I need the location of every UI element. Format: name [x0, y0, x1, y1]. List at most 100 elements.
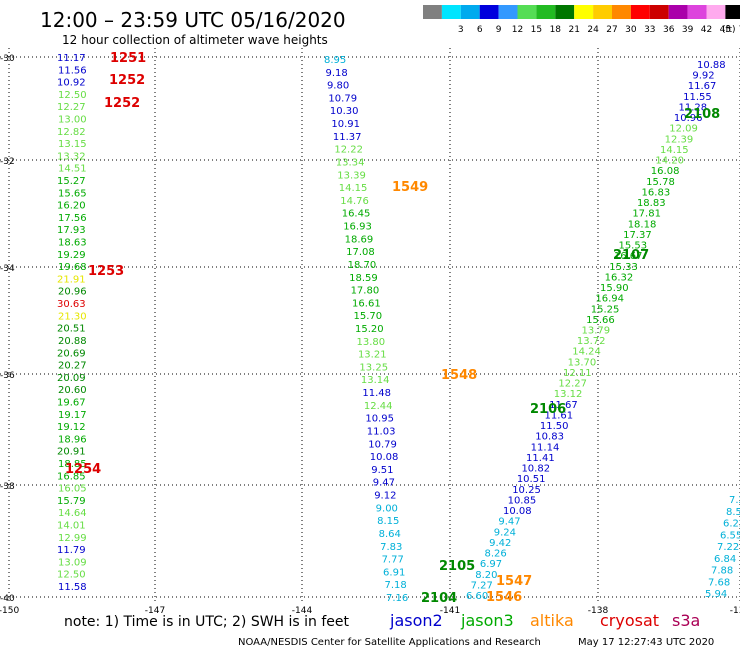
wave-height-reading: 16.94: [595, 294, 624, 305]
pass-number-label: 2104: [421, 591, 457, 606]
colorbar-tick-label: 9: [496, 25, 502, 35]
wave-height-reading: 14.15: [660, 145, 689, 156]
longitude-label: -150: [0, 606, 19, 616]
wave-height-reading: 14.15: [339, 183, 368, 194]
wave-height-reading: 18.63: [58, 238, 87, 249]
colorbar-swatch: [555, 5, 575, 19]
longitude-label: -144: [292, 606, 313, 616]
wave-height-reading: 10.88: [697, 60, 726, 71]
satellite-name: jason3: [460, 611, 514, 630]
wave-height-reading: 13.14: [361, 375, 390, 386]
wave-height-reading: 8.64: [379, 529, 401, 540]
longitude-label: -141: [440, 606, 460, 616]
wave-height-reading: 6.22: [723, 519, 740, 530]
wave-height-reading: 12.44: [364, 401, 393, 412]
wave-height-reading: 15.70: [354, 311, 383, 322]
wave-height-reading: 17.81: [632, 209, 661, 220]
wave-height-reading: 12.82: [57, 127, 86, 138]
colorbar-swatch: [536, 5, 556, 19]
pass-number-label: 1548: [441, 368, 477, 383]
colorbar-swatch: [687, 5, 707, 19]
map-title: 12:00 – 23:59 UTC 05/16/2020: [40, 8, 346, 32]
wave-height-reading: 11.67: [549, 400, 578, 411]
wave-height-reading: 11.50: [540, 421, 569, 432]
wave-height-reading: 12.50: [58, 90, 87, 101]
satellite-legend: jason2 jason3 altika cryosat s3a: [389, 611, 700, 630]
wave-height-reading: 11.67: [688, 81, 717, 92]
lat-lon-grid: -30 -32 -34 -36 -38 -40 -150 -147 -144 -141 -138 -1…: [0, 48, 740, 616]
colorbar-tick-label: 70: [739, 25, 740, 35]
wave-height-reading: 11.28: [679, 102, 708, 113]
wave-height-reading: 18.83: [637, 198, 666, 209]
wave-height-reading: 20.88: [58, 336, 87, 347]
colorbar-tick-label: 30: [625, 25, 637, 35]
wave-height-reading: 12.22: [334, 145, 363, 156]
wave-height-reading: 11.14: [531, 442, 560, 453]
wave-height-reading: 12.39: [665, 134, 694, 145]
pass-number-label: 1547: [496, 574, 532, 589]
wave-height-reading: 11.17: [57, 53, 86, 64]
wave-height-reading: 20.60: [58, 385, 87, 396]
wave-height-reading: 15.53: [618, 241, 647, 252]
colorbar-swatch: [630, 5, 650, 19]
wave-height-reading: 13.21: [358, 350, 387, 361]
wave-height-reading: 20.96: [58, 287, 87, 298]
wave-height-reading: 21.30: [58, 311, 87, 322]
pass-number-label: 1252: [104, 96, 140, 111]
wave-height-reading: 30.63: [57, 299, 86, 310]
pass-number-label: 2107: [613, 248, 649, 263]
wave-height-reading: 8.26: [484, 549, 506, 560]
colorbar-swatch: [574, 5, 594, 19]
wave-height-reading: 15.20: [355, 324, 384, 335]
colorbar-swatch: [479, 5, 499, 19]
wave-height-reading: 13.72: [577, 336, 606, 347]
colorbar-legend: 36912151821242730333639424570(ft): [423, 5, 740, 35]
latitude-label: -40: [0, 594, 15, 604]
satellite-name: altika: [530, 611, 574, 630]
wave-height-reading: 11.79: [57, 545, 86, 556]
longitude-label: -135: [730, 606, 740, 616]
wave-height-reading: 18.59: [349, 273, 378, 284]
wave-height-reading: 11.37: [333, 132, 362, 143]
wave-height-reading: 16.08: [651, 166, 680, 177]
wave-height-reading: 15.33: [609, 262, 638, 273]
colorbar-tick-label: 36: [663, 25, 675, 35]
wave-height-reading: 15.25: [591, 304, 620, 315]
wave-height-reading: 15.66: [586, 315, 615, 326]
wave-height-reading: 7.22: [717, 542, 739, 553]
wave-height-reading: 8.15: [377, 516, 399, 527]
wave-height-reading: 10.79: [328, 93, 357, 104]
wave-height-reading: 16.61: [352, 298, 381, 309]
satellite-name: jason2: [389, 611, 443, 630]
wave-height-reading: 18.85: [58, 459, 87, 470]
colorbar-tick-label: 6: [477, 25, 483, 35]
wave-height-reading: 11.61: [545, 410, 574, 421]
wave-height-reading: 10.96: [674, 113, 703, 124]
wave-height-reading: 14.20: [655, 156, 684, 167]
colorbar-tick-label: 12: [512, 25, 523, 35]
latitude-label: -34: [0, 264, 15, 274]
colorbar-tick-label: 33: [644, 25, 655, 35]
wave-height-reading: 16.83: [642, 187, 671, 198]
wave-height-reading: 10.51: [517, 474, 546, 485]
footer-note: note: 1) Time is in UTC; 2) SWH is in fe…: [64, 614, 350, 630]
wave-height-reading: 16.85: [57, 471, 86, 482]
wave-height-reading: 18.70: [348, 260, 377, 271]
wave-height-reading: 9.47: [498, 517, 520, 528]
wave-height-reading: 10.85: [508, 495, 537, 506]
map-subtitle: 12 hour collection of altimeter wave hei…: [62, 33, 328, 47]
footer-credit: NOAA/NESDIS Center for Satellite Applica…: [238, 637, 541, 648]
wave-height-reading: 16.32: [605, 272, 634, 283]
wave-height-reading: 7.18: [385, 580, 407, 591]
pass-number-label: 2106: [530, 402, 566, 417]
latitude-label: -32: [0, 157, 15, 167]
colorbar-tick-label: 24: [587, 25, 599, 35]
wave-height-reading: 19.68: [58, 262, 87, 273]
colorbar-tick-label: 3: [458, 25, 464, 35]
wave-height-reading: 17.93: [57, 225, 86, 236]
wave-height-reading: 7.27: [729, 495, 740, 506]
footer-timestamp: May 17 12:27:43 UTC 2020: [578, 637, 714, 648]
wave-height-reading: 9.12: [374, 491, 396, 502]
colorbar-tick-label: 45: [720, 25, 731, 35]
